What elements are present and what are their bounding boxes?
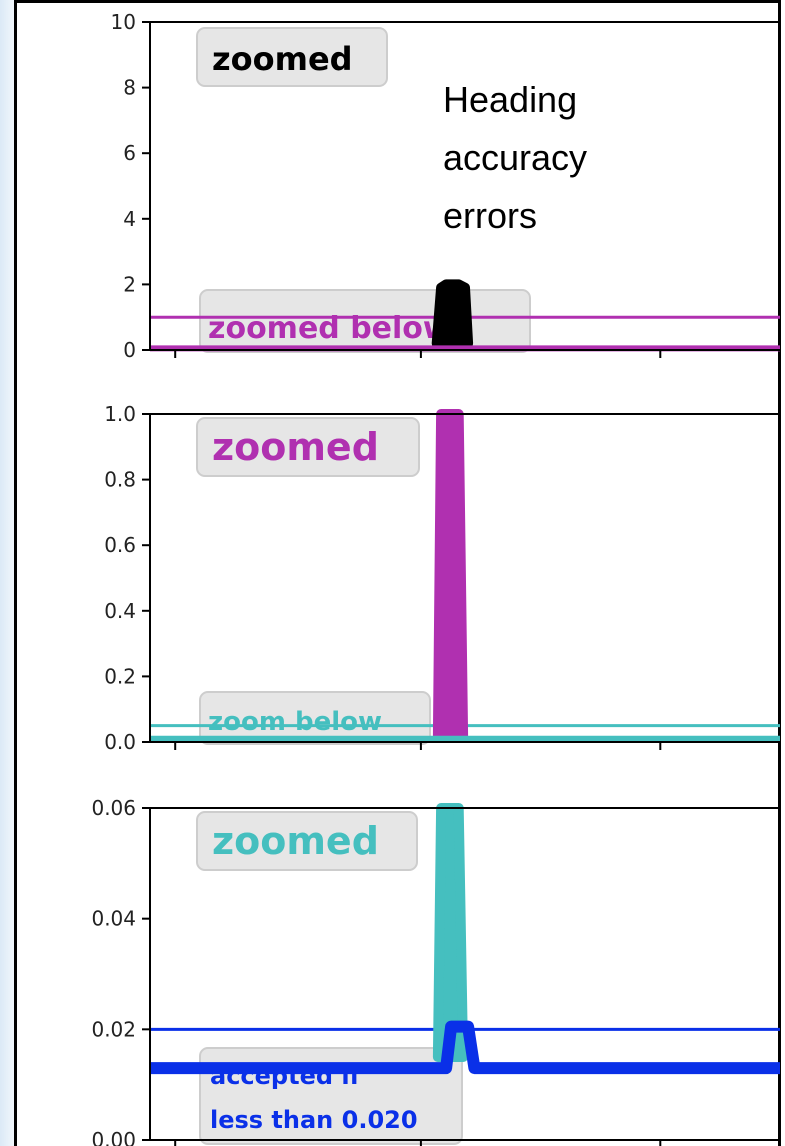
panel-bottom-zoomed-box [196, 811, 418, 871]
panel-middle-below-label: zoom below [208, 707, 382, 737]
panel-middle: zoomed zoom below 0.0 0.2 0.4 0.6 0.8 1.0 [104, 402, 780, 754]
panel-middle-zoomed-box [196, 417, 420, 477]
panel-bottom-below-label-2: less than 0.020 [210, 1106, 418, 1134]
panel-top-ytick-label-4: 6 [123, 141, 136, 165]
figure-frame [14, 0, 781, 1146]
panel-middle-ytick-label-5: 0.8 [104, 468, 136, 492]
panel-bottom-ytick-label-3: 0.04 [91, 907, 136, 931]
panel-middle-series-1 [432, 409, 469, 741]
panel-top-ytick-label-5: 8 [123, 76, 136, 100]
panel-top-zoomed-box [196, 27, 388, 87]
panel-top-series-1 [431, 279, 474, 349]
annotation-line-3: errors [443, 195, 537, 236]
panel-middle-ytick-label-2: 0.2 [104, 664, 136, 688]
panel-top-ytick-label-1: 0 [123, 338, 136, 362]
panel-bottom-zoomed-label: zoomed [212, 819, 379, 863]
panel-bottom-series-2 [150, 1020, 780, 1075]
panel-top-ytick-label-3: 4 [123, 207, 136, 231]
panel-middle-ytick-label-4: 0.6 [104, 533, 136, 557]
panel-top-ytick-label-2: 2 [123, 272, 136, 296]
panel-bottom-series-1 [432, 803, 469, 1062]
panel-bottom-ytick-label-2: 0.02 [91, 1017, 136, 1041]
panel-middle-below-box [199, 691, 431, 745]
panel-bottom-ytick-label-1: 0.00 [91, 1128, 136, 1146]
panel-top-zoomed-label: zoomed [212, 40, 353, 78]
panel-middle-zoomed-label: zoomed [212, 425, 379, 469]
annotation-line-2: accuracy [443, 137, 587, 178]
panel-bottom-ytick-label-4: 0.06 [91, 796, 136, 820]
annotation-line-1: Heading [443, 79, 577, 120]
panel-top-ytick-label-6: 10 [111, 10, 136, 34]
panel-middle-ytick-label-3: 0.4 [104, 599, 136, 623]
panel-middle-ytick-label-6: 1.0 [104, 402, 136, 426]
panel-middle-ytick-label-1: 0.0 [104, 730, 136, 754]
